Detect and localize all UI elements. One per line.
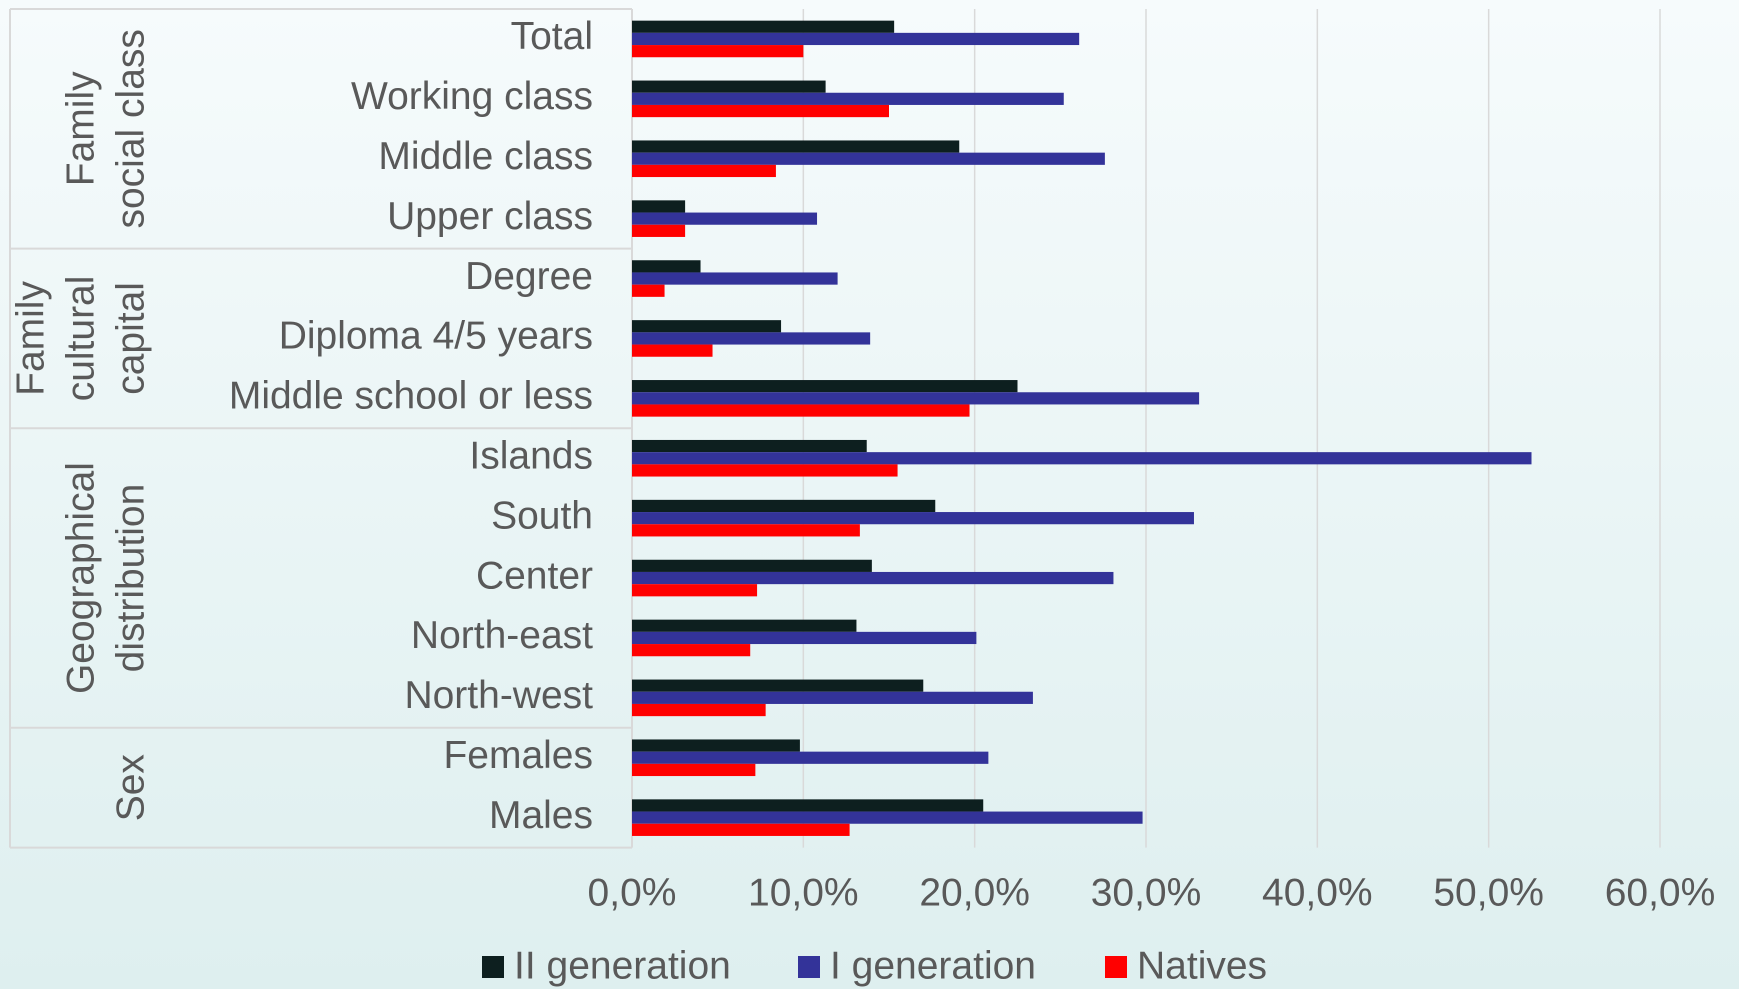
- x-tick-label: 40,0%: [1262, 871, 1373, 914]
- bar: [632, 344, 713, 357]
- bar: [632, 224, 686, 237]
- bar: [632, 32, 1080, 46]
- bar: [632, 92, 1064, 105]
- bar: [632, 691, 1033, 704]
- bar: [632, 571, 1114, 585]
- bar: [632, 104, 889, 118]
- category-label: Males: [489, 794, 593, 837]
- bar: [632, 392, 1200, 405]
- category-label: Females: [443, 734, 593, 777]
- bar: [632, 499, 936, 513]
- legend-swatch: [482, 956, 504, 978]
- bar: [632, 152, 1105, 165]
- bar: [632, 524, 860, 537]
- group-label: Family: [9, 281, 52, 396]
- x-tick-label: 20,0%: [919, 871, 1030, 914]
- bar: [632, 260, 701, 273]
- bar: [632, 823, 850, 836]
- x-tick-label: 30,0%: [1091, 871, 1202, 914]
- x-tick-label: 60,0%: [1605, 871, 1716, 914]
- category-label: North-west: [404, 674, 593, 717]
- bar: [632, 763, 756, 777]
- bar: [632, 739, 800, 752]
- bar: [632, 559, 872, 572]
- bar: [632, 679, 924, 692]
- legend-label: II generation: [514, 944, 731, 987]
- bar: [632, 200, 686, 213]
- bar: [632, 751, 989, 764]
- category-label: Working class: [351, 75, 593, 118]
- bar: [632, 452, 1532, 465]
- legend-swatch: [1105, 956, 1127, 978]
- bar: [632, 584, 758, 597]
- group-label: Sex: [109, 754, 152, 822]
- bar: [632, 80, 826, 93]
- bar: [632, 212, 818, 225]
- bar: [632, 320, 782, 333]
- bar: [632, 164, 776, 178]
- bar: [632, 619, 857, 632]
- bar: [632, 799, 984, 812]
- x-tick-label: 50,0%: [1433, 871, 1544, 914]
- bar: [632, 284, 665, 297]
- bar: [632, 811, 1143, 824]
- bar: [632, 464, 898, 477]
- legend-swatch: [798, 956, 820, 978]
- category-label: Upper class: [387, 195, 593, 238]
- bar: [632, 404, 970, 417]
- group-label: Geographical: [59, 462, 102, 694]
- x-tick-label: 10,0%: [748, 871, 859, 914]
- bar: [632, 439, 867, 453]
- category-label: North-east: [411, 614, 593, 657]
- bar: [632, 703, 766, 717]
- bar: [632, 20, 895, 33]
- group-label: capital: [109, 282, 152, 395]
- group-label: Family: [59, 71, 102, 186]
- bar: [632, 332, 871, 345]
- category-label: Total: [511, 15, 593, 58]
- category-label: South: [491, 494, 593, 537]
- group-label: distribution: [109, 484, 152, 673]
- bar: [632, 512, 1194, 525]
- bar: [632, 631, 977, 645]
- bar: [632, 380, 1018, 393]
- category-label: Diploma 4/5 years: [279, 315, 593, 358]
- bar: [632, 272, 838, 285]
- category-label: Middle class: [378, 135, 593, 178]
- category-label: Degree: [465, 255, 593, 298]
- group-label: social class: [109, 29, 152, 228]
- category-label: Middle school or less: [229, 375, 593, 418]
- group-label: cultural: [59, 276, 102, 402]
- bar: [632, 644, 751, 657]
- bar: [632, 140, 960, 153]
- legend-label: I generation: [830, 944, 1036, 987]
- category-label: Islands: [469, 435, 593, 478]
- category-label: Center: [476, 554, 593, 597]
- x-tick-label: 0,0%: [588, 871, 677, 914]
- legend-label: Natives: [1137, 944, 1267, 987]
- bar: [632, 45, 804, 58]
